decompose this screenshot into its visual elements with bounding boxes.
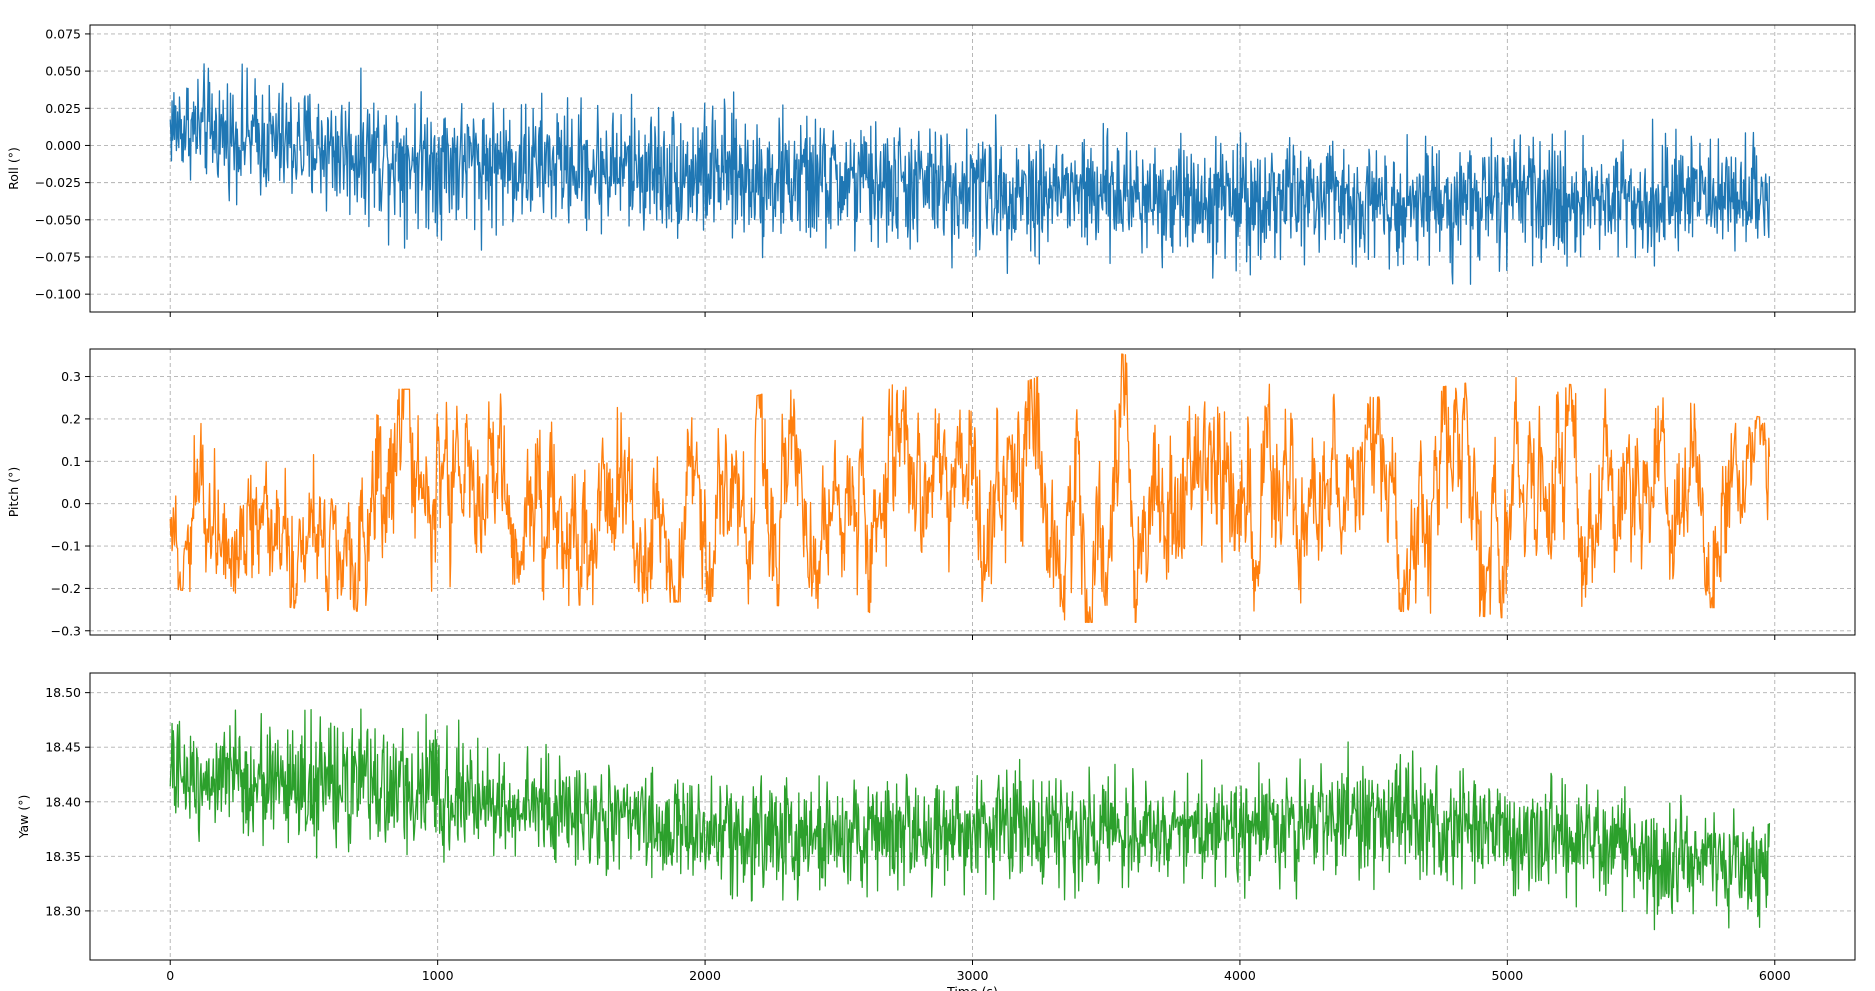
yaw-xlabel: Time (s)	[946, 984, 998, 991]
yaw-ytick-label: 18.40	[45, 794, 81, 809]
yaw-ylabel: Yaw (°)	[16, 795, 31, 840]
yaw-subplot: 0 1000 2000 3000 4000 5000 6000 18.30 18.35 18.40…	[16, 672, 1856, 991]
pitch-subplot: −0.3 −0.2 −0.1 0.0 0.1 0.2 0.3 Pitch (°)	[6, 348, 1856, 640]
yaw-xtick-label: 0	[166, 968, 174, 983]
yaw-ytick-label: 18.50	[45, 685, 81, 700]
yaw-xtick-label: 3000	[957, 968, 989, 983]
pitch-ytick-label: −0.1	[51, 539, 81, 554]
pitch-ytick-label: 0.0	[61, 496, 81, 511]
roll-ytick-label: −0.025	[35, 175, 81, 190]
roll-ytick-label: 0.000	[45, 138, 81, 153]
pitch-ylabel: Pitch (°)	[6, 467, 21, 517]
yaw-ytick-label: 18.45	[45, 740, 81, 755]
yaw-ytick-label: 18.30	[45, 903, 81, 918]
roll-ytick-label: −0.075	[35, 249, 81, 264]
yaw-xtick-label: 1000	[422, 968, 454, 983]
pitch-series-line	[169, 353, 1771, 623]
yaw-xtick-label: 2000	[689, 968, 721, 983]
roll-ytick-label: −0.100	[35, 287, 81, 302]
roll-subplot: −0.100 −0.075 −0.050 −0.025 0.000 0.025 0.050 0…	[6, 24, 1856, 317]
roll-series-line	[169, 63, 1771, 285]
roll-ytick-label: −0.050	[35, 212, 81, 227]
roll-ytick-label: 0.025	[45, 101, 81, 116]
pitch-ytick-label: −0.3	[51, 623, 81, 638]
yaw-xtick-label: 4000	[1224, 968, 1256, 983]
yaw-ytick-label: 18.35	[45, 849, 81, 864]
pitch-ytick-label: 0.1	[61, 454, 81, 469]
yaw-xtick-label: 6000	[1759, 968, 1791, 983]
roll-ylabel: Roll (°)	[6, 147, 21, 190]
pitch-ytick-label: 0.2	[61, 411, 81, 426]
yaw-xtick-label: 5000	[1491, 968, 1523, 983]
pitch-ytick-label: −0.2	[51, 581, 81, 596]
yaw-series-line	[169, 708, 1771, 931]
roll-ytick-label: 0.050	[45, 64, 81, 79]
roll-ytick-label: 0.075	[45, 26, 81, 41]
pitch-ytick-label: 0.3	[61, 369, 81, 384]
